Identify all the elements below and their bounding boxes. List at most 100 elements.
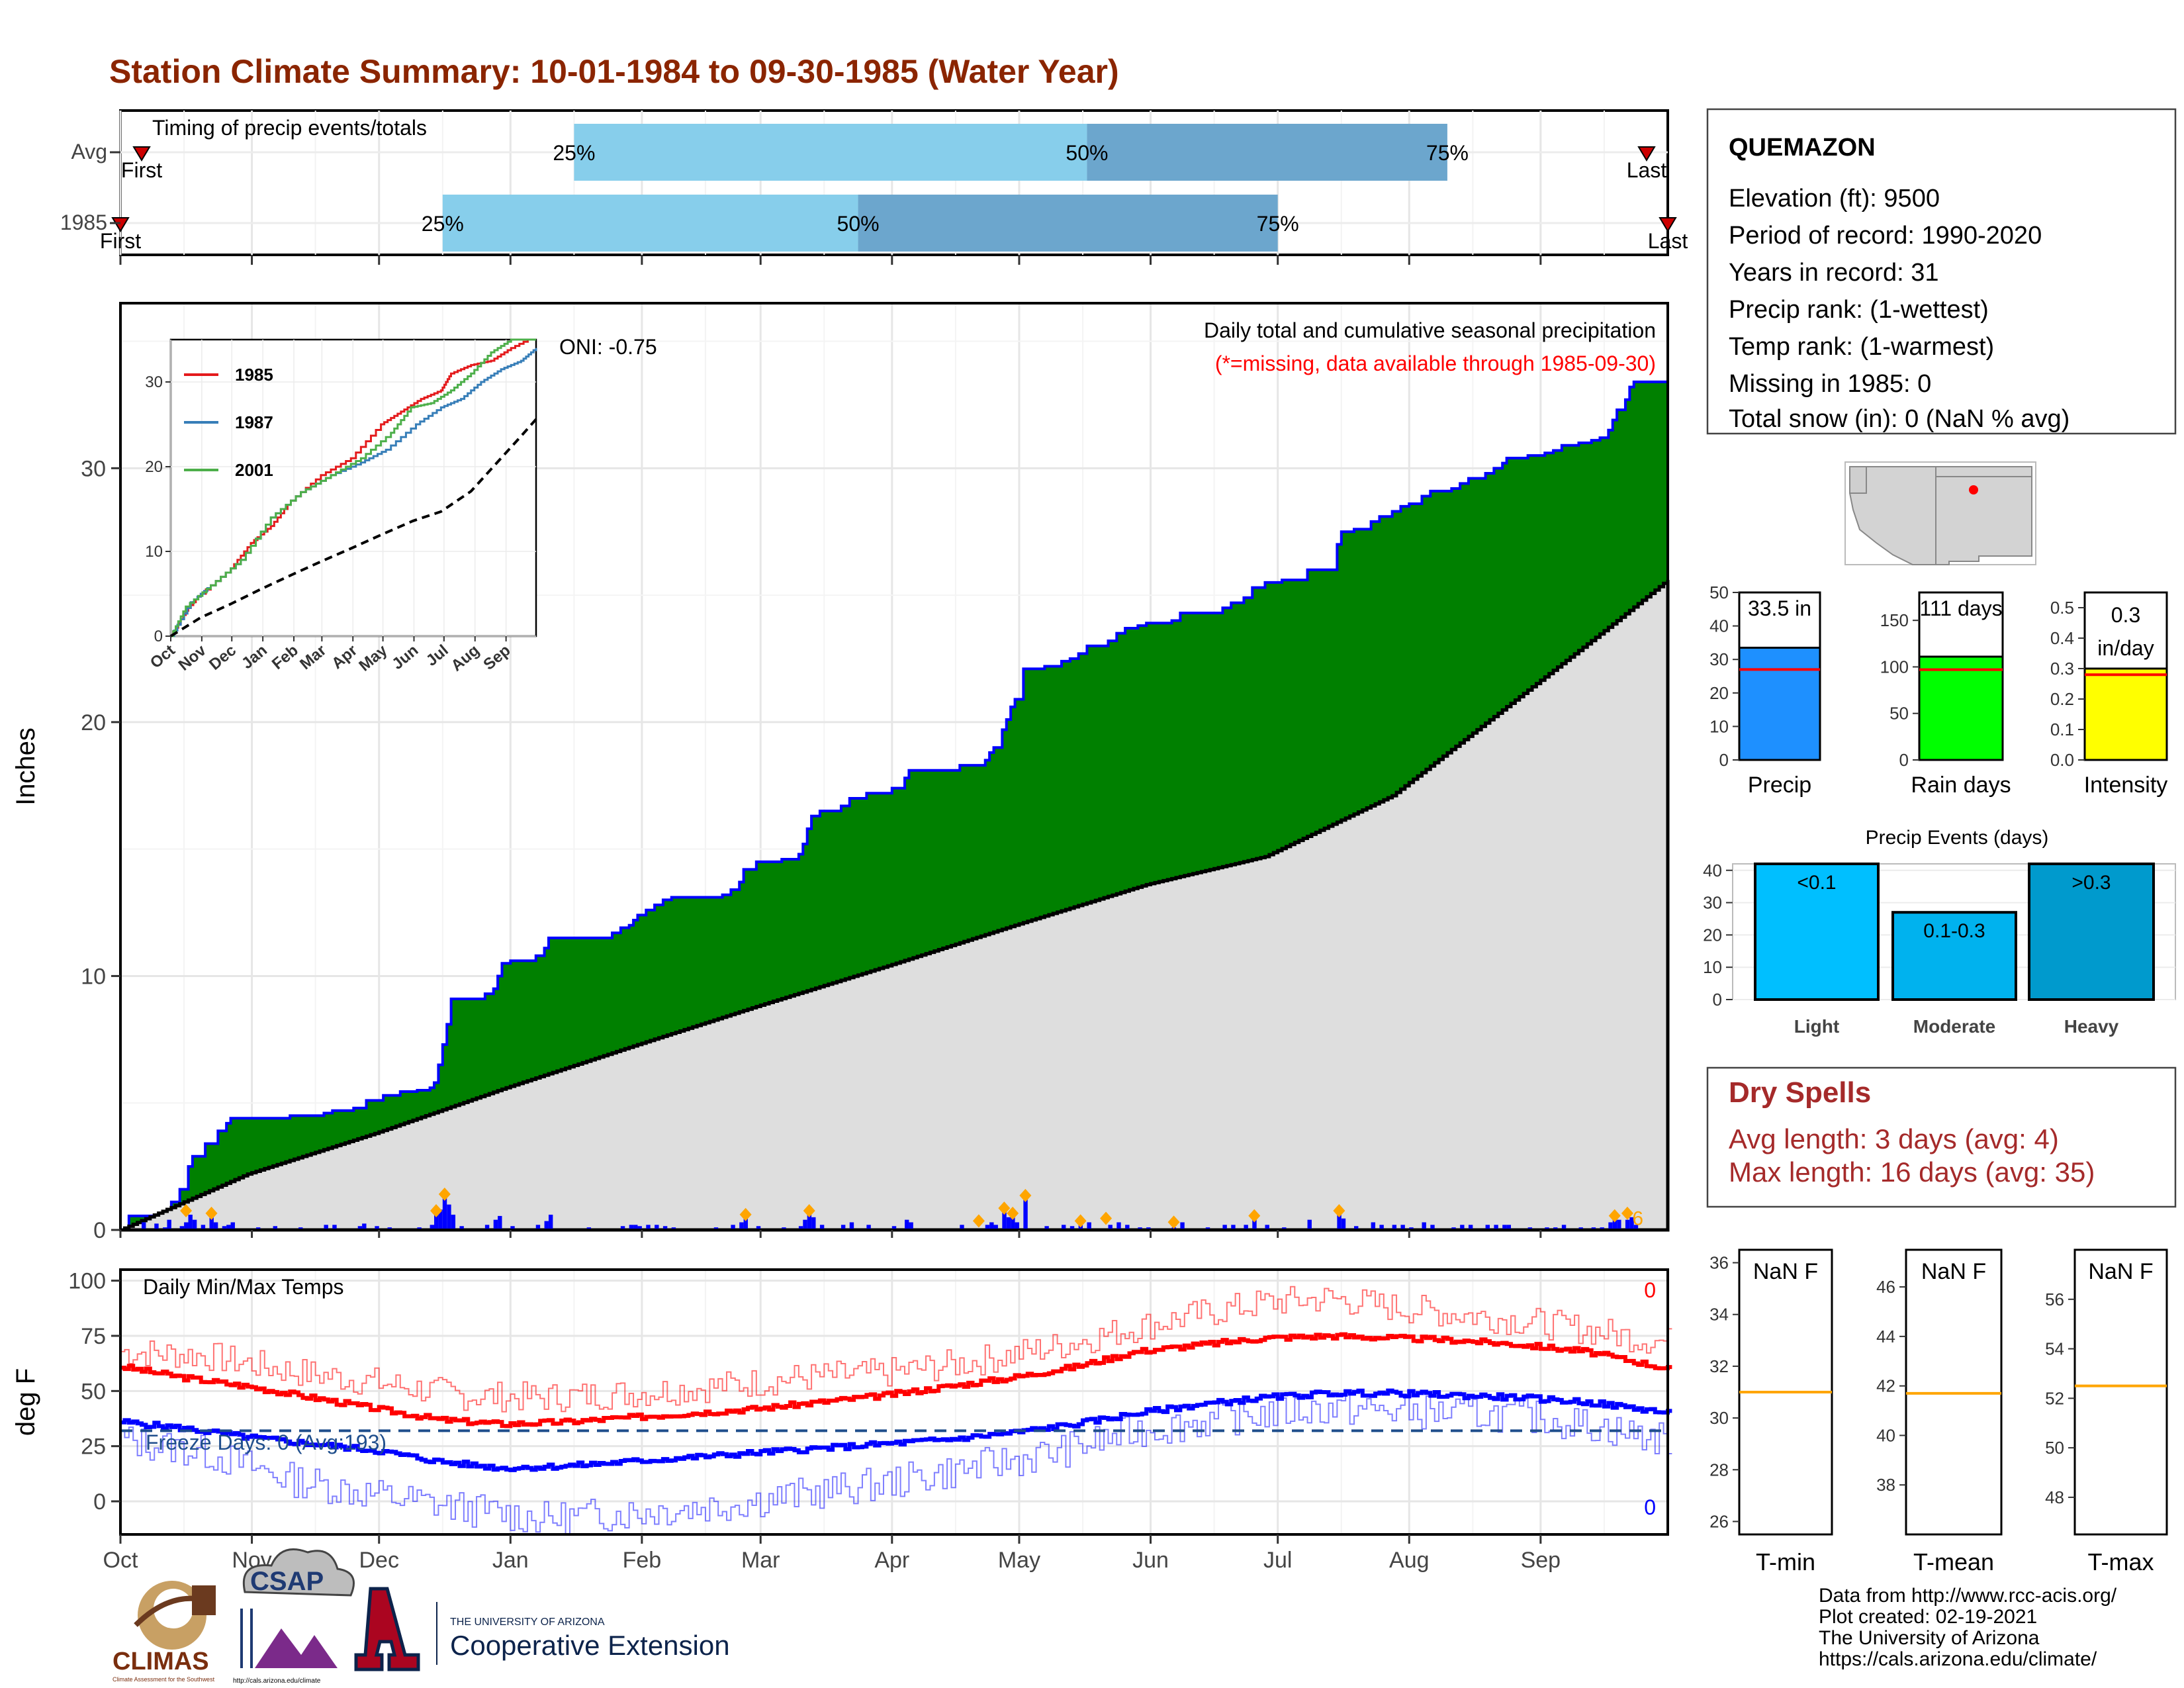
precip-marker <box>438 1188 451 1201</box>
temps-ylabel: deg F <box>11 1368 40 1436</box>
summary-bar-ytick-label: 50 <box>1889 704 1909 724</box>
precip-daily-bar <box>1561 1225 1567 1230</box>
precip-daily-bar <box>1011 1217 1015 1230</box>
timing-quantile-label: 50% <box>837 212 880 236</box>
precip-daily-bar <box>222 1226 227 1230</box>
precip-daily-bar <box>1002 1212 1007 1230</box>
timing-last-label: Last <box>1648 229 1688 253</box>
precip-marker <box>1333 1203 1345 1217</box>
climas-logo: CLIMAS Climate Assessment for the Southw… <box>113 1581 216 1683</box>
precip-daily-bar <box>1180 1222 1185 1230</box>
temp-panel-t-max: 48 50 52 54 56 NaN F T-max <box>2045 1248 2168 1575</box>
precip-daily-bar <box>633 1225 638 1230</box>
timing-first-marker <box>132 146 151 162</box>
timing-label: Timing of precip events/totals <box>152 116 427 140</box>
max-missing-label: 0 <box>1644 1278 1656 1302</box>
precip-daily-bar <box>1625 1219 1630 1230</box>
dry-spells-title: Dry Spells <box>1729 1076 1871 1109</box>
inset-lines <box>169 338 537 637</box>
inset-ytick-label: 30 <box>145 373 163 391</box>
precip-daily-bar <box>498 1215 502 1230</box>
summary-bar-ytick-label: 100 <box>1880 657 1909 677</box>
precip-title-1: Daily total and cumulative seasonal prec… <box>1204 318 1656 342</box>
precip-marker <box>972 1214 985 1228</box>
precip-daily-bar <box>154 1223 159 1230</box>
precip-daily-bar <box>1353 1226 1359 1230</box>
precip-daily-bar <box>989 1222 994 1230</box>
timing-bar-q50-q75 <box>1087 124 1447 181</box>
precip-daily-bar <box>1460 1225 1465 1230</box>
temps-ytick-label: 75 <box>81 1324 106 1349</box>
precip-daily-bar <box>1108 1225 1113 1230</box>
summary-bar-ytick-label: 150 <box>1880 610 1909 630</box>
temp-panel-ytick-label: 48 <box>2045 1487 2064 1507</box>
precip-daily-bar <box>1337 1214 1342 1230</box>
csap-logo-text: CSAP <box>250 1567 324 1596</box>
precip-daily-bar <box>230 1222 235 1230</box>
month-tick-label: May <box>998 1548 1040 1573</box>
precip-daily-bar <box>1400 1225 1405 1230</box>
precip-daily-bar <box>731 1225 735 1230</box>
credit-line-2: Plot created: 02-19-2021 <box>1819 1606 2037 1628</box>
precip-daily-bar <box>1265 1225 1269 1230</box>
precip-marker <box>1074 1214 1087 1228</box>
temp-panel-t-mean: 38 40 42 44 46 NaN F T-mean <box>1876 1248 2003 1575</box>
month-tick-label: Jul <box>1263 1548 1292 1573</box>
precip-ytick-label: 20 <box>81 710 106 735</box>
precip-y-axis: 0 10 20 30 <box>81 456 1542 1243</box>
precip-daily-bar <box>201 1225 206 1230</box>
precip-daily-bar <box>375 1226 379 1230</box>
precip-daily-bar <box>646 1225 651 1230</box>
precip-daily-bar <box>1468 1225 1473 1230</box>
precip-daily-bar <box>362 1223 367 1230</box>
precip-daily-bar <box>993 1225 998 1230</box>
precip-marker <box>430 1203 443 1217</box>
inset-ytick-label: 20 <box>145 458 163 476</box>
dry-spells-avg: Avg length: 3 days (avg: 4) <box>1729 1123 2059 1154</box>
precip-daily-bar <box>493 1219 498 1230</box>
precip-marker <box>1621 1206 1633 1220</box>
precip-daily-bar <box>209 1217 214 1230</box>
station-line-years: Years in record: 31 <box>1729 259 1939 287</box>
inset-legend: 1985 1987 2001 <box>184 365 273 480</box>
timing-last-marker <box>1659 217 1677 232</box>
precip-daily-bar <box>1430 1225 1435 1230</box>
precip-daily-bar <box>743 1218 749 1230</box>
summary-bar-ytick-label: 0.3 <box>2050 659 2074 679</box>
precip-daily-bar <box>1485 1225 1490 1230</box>
events-category-label: Heavy <box>2064 1016 2119 1037</box>
events-ytick-label: 40 <box>1703 861 1722 880</box>
csap-logo: CSAP http://cals.arizona.edu/climate <box>233 1548 355 1685</box>
precip-daily-bar <box>1506 1225 1511 1230</box>
precip-daily-bar <box>1125 1225 1130 1230</box>
precip-daily-bar <box>324 1225 328 1230</box>
precip-daily-bar <box>188 1214 193 1230</box>
summary-bar-intensity: 0.0 0.1 0.2 0.3 0.4 0.5 0.3 in/day Intensity <box>2050 591 2168 798</box>
precip-daily-bar <box>866 1225 871 1230</box>
summary-bar-fill <box>1918 655 2004 761</box>
observed-min-temp-line <box>120 1392 1672 1536</box>
precip-daily-bar <box>1006 1217 1011 1230</box>
precip-marker <box>803 1203 815 1217</box>
events-bar-label: 0.1-0.3 <box>1923 920 1985 942</box>
events-ytick-label: 0 <box>1713 990 1722 1009</box>
temps-ytick-label: 25 <box>81 1434 106 1460</box>
temp-panel-ytick-label: 50 <box>2045 1438 2064 1458</box>
temp-panel-frame <box>2073 1248 2168 1536</box>
inset-ytick-label: 10 <box>145 543 163 561</box>
events-bar-light <box>1754 863 1880 1001</box>
month-tick-label: Aug <box>1389 1548 1430 1573</box>
precip-daily-bar <box>1116 1222 1121 1230</box>
temp-panel-value-label: NaN F <box>1921 1259 1986 1284</box>
temp-panel-value-label: NaN F <box>1753 1259 1818 1284</box>
temp-panel-ytick-label: 54 <box>2045 1339 2064 1359</box>
events-bar-moderate <box>1891 911 2017 1001</box>
temps-ytick-label: 0 <box>93 1489 106 1515</box>
precip-daily-bar <box>548 1214 553 1230</box>
inset-legend-label: 1987 <box>235 412 273 432</box>
station-line-snow: Total snow (in): 0 (NaN % avg) <box>1729 405 2070 433</box>
events-bar-label: >0.3 <box>2071 872 2111 894</box>
precip-daily-bar <box>739 1222 744 1230</box>
precip-daily-bar <box>1633 1225 1639 1230</box>
